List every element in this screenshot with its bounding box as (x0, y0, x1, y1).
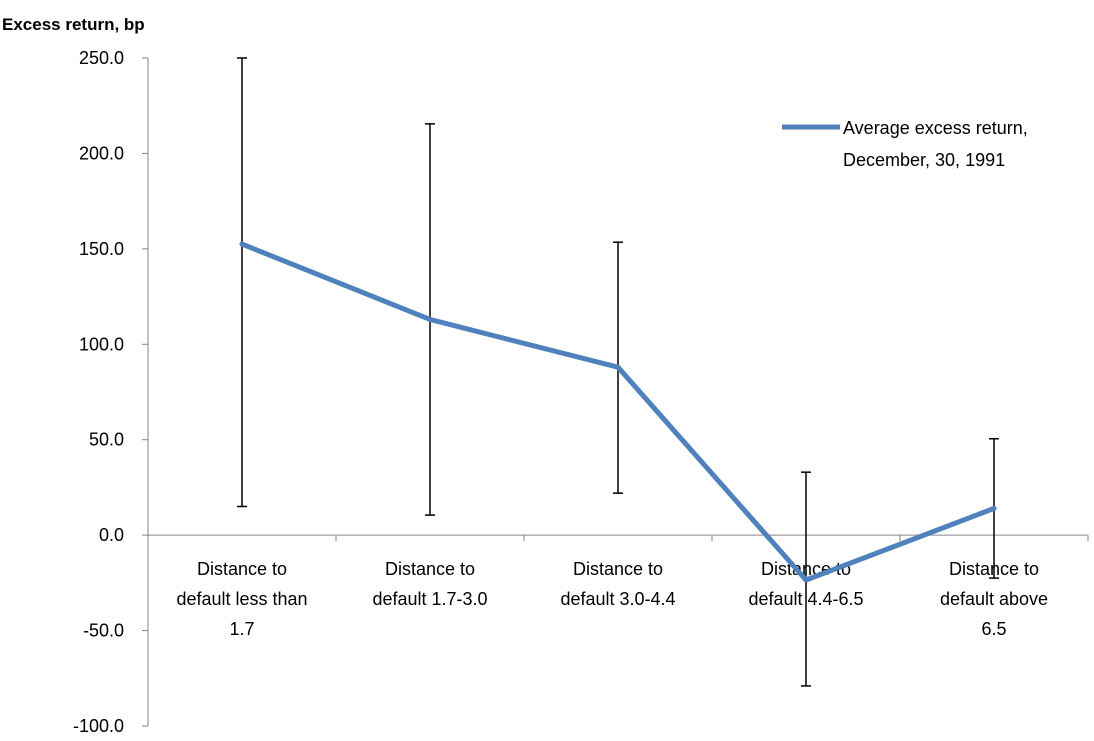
y-axis: -100.0 -50.0 0.0 50.0 100.0 150.0 200.0 250.0 (73, 48, 149, 736)
data-point (615, 364, 621, 370)
x-category-label-line: Distance to (197, 559, 287, 579)
x-category-label: Distance to default less than 1.7 (176, 559, 307, 639)
x-category-label: Distance to default 1.7-3.0 (372, 559, 487, 609)
x-category-label-line: default above (940, 589, 1048, 609)
y-tick-label: 0.0 (99, 525, 124, 545)
legend-label-line-1: Average excess return, (843, 118, 1028, 138)
legend-label-line-2: December, 30, 1991 (843, 150, 1005, 170)
y-tick-label: -100.0 (73, 716, 124, 736)
y-tick-label: 100.0 (79, 334, 124, 354)
x-axis: Distance to default less than 1.7Distance … (147, 534, 1089, 639)
y-tick-label: 50.0 (89, 430, 124, 450)
x-category-label-line: Distance to (573, 559, 663, 579)
x-category-label-line: 1.7 (229, 619, 254, 639)
legend: Average excess return, December, 30, 199… (782, 118, 1033, 170)
x-category-label-line: default 3.0-4.4 (560, 589, 675, 609)
data-point (239, 241, 245, 247)
data-point (803, 577, 809, 583)
y-tick-label: 150.0 (79, 239, 124, 259)
error-bars (237, 57, 999, 687)
x-category-label: Distance to default 3.0-4.4 (560, 559, 675, 609)
y-tick-label: 200.0 (79, 143, 124, 163)
x-category-label-line: default 1.7-3.0 (372, 589, 487, 609)
legend-label: Average excess return, December, 30, 199… (843, 118, 1033, 170)
data-point (991, 505, 997, 511)
y-tick-label: -50.0 (83, 621, 124, 641)
y-tick-label: 250.0 (79, 48, 124, 68)
x-category-label-line: default less than (176, 589, 307, 609)
x-category-label-line: Distance to (385, 559, 475, 579)
data-point (427, 316, 433, 322)
y-axis-label: Excess return, bp (2, 15, 145, 34)
x-category-label-line: 6.5 (981, 619, 1006, 639)
series-lines (239, 241, 997, 583)
